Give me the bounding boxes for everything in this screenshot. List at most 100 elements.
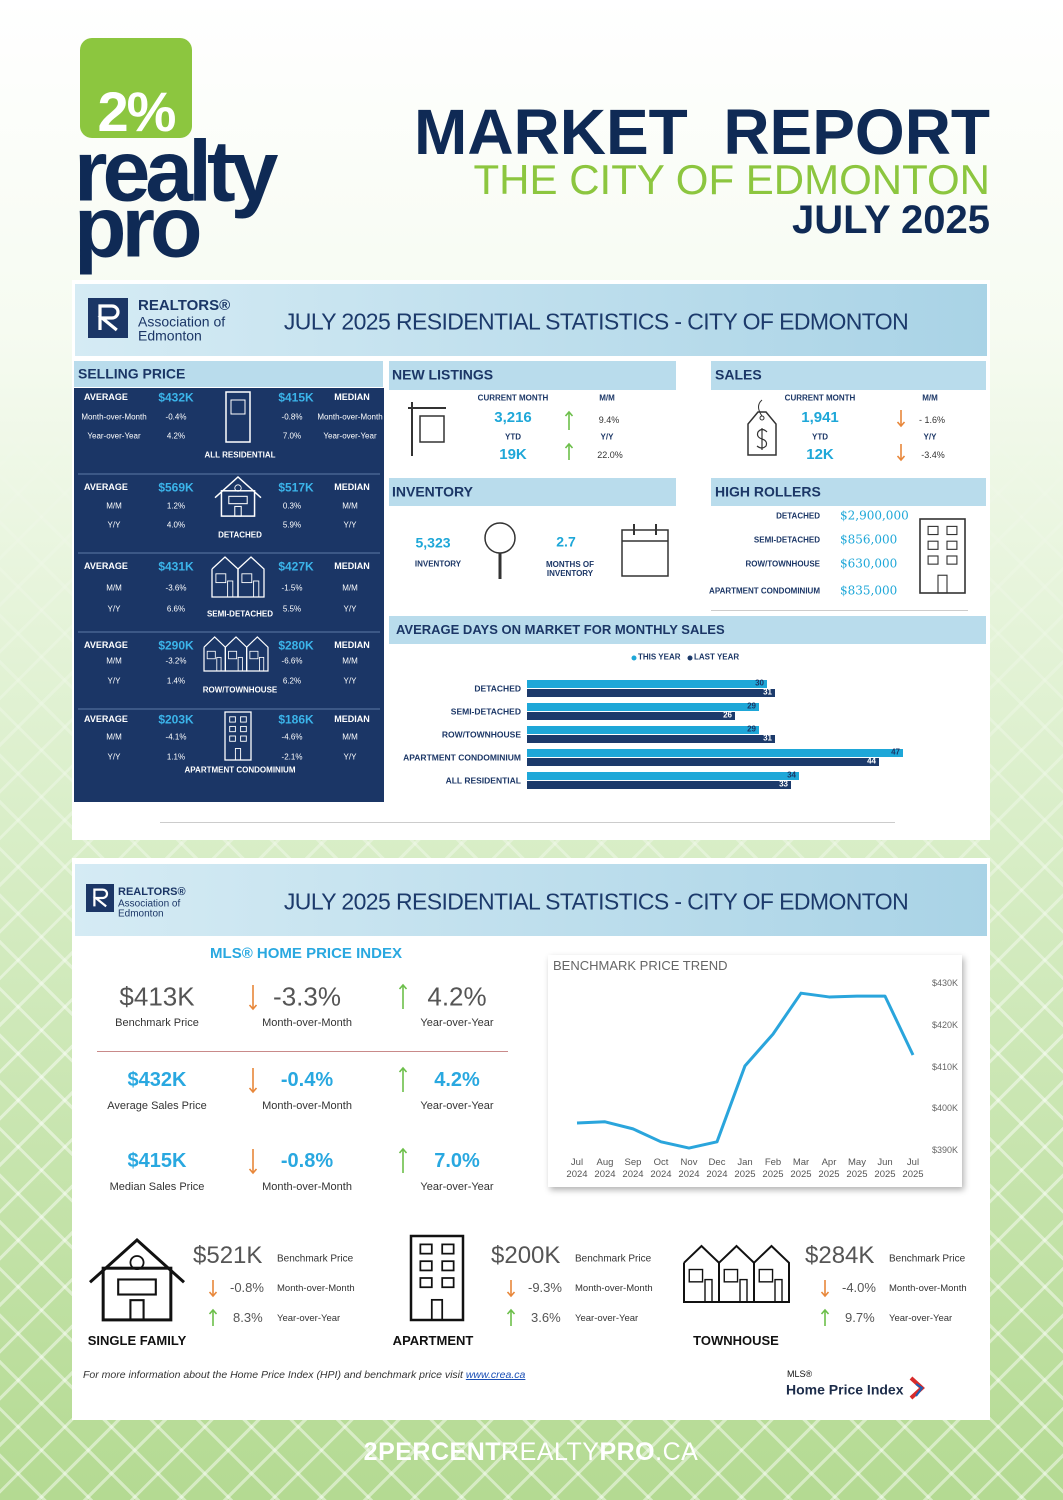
chart-title: BENCHMARK PRICE TREND (553, 957, 728, 973)
x-tick-label: Oct 2024 (650, 1157, 672, 1180)
row-label: M/M (342, 656, 358, 666)
data-label: 31 (763, 733, 772, 743)
house-icon (234, 484, 242, 492)
value: $415K (278, 390, 314, 405)
label: Benchmark Price (889, 1253, 966, 1265)
label: Y/Y (600, 432, 614, 442)
building-icon (240, 725, 247, 733)
hpi-value: $432K (127, 1069, 187, 1091)
value: -0.8% (230, 1279, 264, 1295)
row-label: M/M (106, 732, 122, 742)
group-name: SEMI-DETACHED (206, 609, 274, 619)
townhouse-icon (246, 636, 269, 672)
label: ROW/TOWNHOUSE (745, 559, 820, 569)
building-icon (229, 735, 236, 742)
building-icon (430, 1298, 444, 1321)
y-tick-label: $400K (931, 1103, 958, 1114)
value: $630,000 (840, 556, 898, 571)
bar (527, 781, 791, 789)
hpi-label: Month-over-Month (262, 1180, 352, 1193)
section-title: HIGH ROLLERS (715, 483, 821, 500)
building-icon (441, 1277, 455, 1289)
x-tick-label: Apr 2025 (818, 1157, 840, 1180)
group-name: ROW/TOWNHOUSE (202, 685, 278, 695)
footer-note: For more information about the Home Pric… (83, 1369, 526, 1382)
row-value: 0.3% (282, 501, 302, 511)
arrow-icon (896, 455, 906, 462)
link[interactable]: www.crea.ca (465, 1369, 526, 1381)
value: - 1.6% (918, 415, 946, 426)
arrow-icon (248, 1168, 258, 1175)
type-name: TOWNHOUSE (693, 1332, 779, 1348)
hpi-label: Median Sales Price (109, 1180, 205, 1193)
arrow-icon (398, 983, 408, 990)
label: MEDIAN (334, 482, 370, 493)
label: APARTMENT CONDOMINIUM (709, 586, 820, 596)
building-icon (946, 525, 958, 536)
label: M/M (599, 393, 615, 403)
value: $186K (278, 712, 314, 727)
building-icon (946, 555, 958, 565)
row-value: -0.8% (281, 412, 303, 422)
arrow-icon (506, 1308, 516, 1315)
section-header (74, 361, 383, 387)
x-tick-label: May 2025 (846, 1157, 868, 1180)
mls-logo (915, 1383, 924, 1397)
hpi-label: Month-over-Month (262, 1016, 352, 1029)
row-label: Y/Y (107, 676, 121, 686)
townhouse-icon (237, 556, 265, 598)
townhouse-icon (237, 656, 243, 672)
data-label: 30 (755, 678, 764, 688)
row-label: Year-over-Year (323, 431, 377, 441)
bar (527, 772, 799, 780)
townhouse-icon (216, 656, 222, 672)
banner-2 (75, 864, 987, 936)
magnifier-icon (484, 522, 516, 554)
value: $835,000 (840, 583, 898, 598)
data-label: 31 (763, 687, 772, 697)
arrow-icon (506, 1291, 516, 1298)
townhouse-icon (753, 1244, 790, 1303)
arrow-icon (398, 1147, 408, 1154)
value: $569K (158, 480, 194, 495)
value: 8.3% (233, 1309, 263, 1325)
hpi-value: -0.4% (280, 1069, 334, 1091)
section-title: MLS® HOME PRICE INDEX (210, 944, 402, 962)
label: Y/Y (923, 432, 937, 442)
category-label: DETACHED (474, 683, 521, 694)
townhouse-icon (704, 1278, 713, 1303)
house-icon (129, 1299, 145, 1321)
legend-marker (631, 655, 637, 661)
row-value: 6.2% (282, 676, 302, 686)
chart-card (548, 955, 962, 1187)
building-icon (229, 725, 236, 733)
label: M/M (922, 393, 938, 403)
bar (527, 735, 775, 743)
row-value: 4.0% (166, 520, 186, 530)
x-tick-label: Dec 2024 (706, 1157, 728, 1180)
building-icon (441, 1243, 455, 1255)
arrow-icon (208, 1291, 218, 1298)
section-header (711, 361, 986, 390)
hpi-label: Benchmark Price (115, 1016, 199, 1029)
label: MEDIAN (334, 640, 370, 651)
label: Benchmark Price (277, 1253, 354, 1265)
building-icon (240, 735, 247, 742)
tag-icon (758, 399, 763, 417)
arrow-icon (248, 1004, 258, 1011)
label: Benchmark Price (575, 1253, 652, 1265)
label: DETACHED (776, 511, 820, 521)
townhouse-icon (739, 1278, 748, 1303)
label: AVERAGE (84, 714, 128, 725)
realtors-text: Edmonton (118, 908, 164, 920)
section-title: SALES (715, 366, 762, 383)
row-value: 1.1% (166, 752, 186, 762)
price: $521K (193, 1241, 263, 1269)
arrow-icon (248, 1087, 258, 1094)
hpi-value: $413K (119, 981, 195, 1012)
row-value: -3.6% (165, 583, 187, 593)
value: $431K (158, 559, 194, 574)
row-value: -3.2% (165, 656, 187, 666)
house-icon (234, 505, 242, 517)
